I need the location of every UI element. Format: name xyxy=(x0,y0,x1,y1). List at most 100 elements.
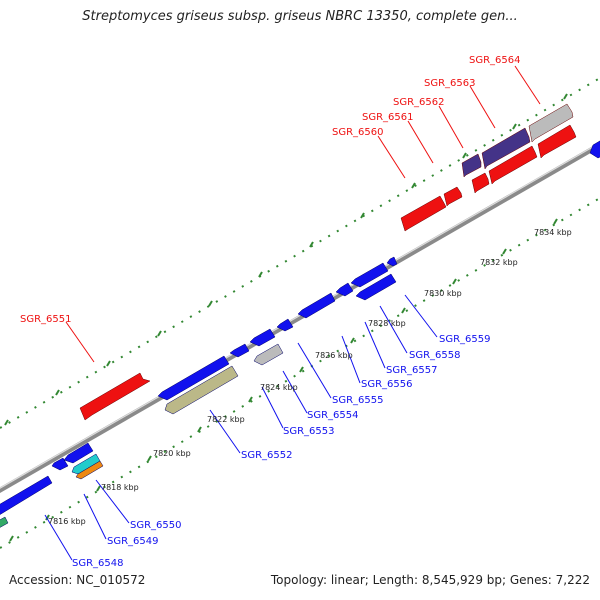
gene-sgr-6564-gray[interactable] xyxy=(528,103,574,143)
leader-sgr-6553 xyxy=(261,386,284,429)
accession-text: Accession: NC_010572 xyxy=(9,573,146,587)
tick-label-7816: 7816 kbp xyxy=(48,517,86,526)
label-sgr-6556[interactable]: SGR_6556 xyxy=(361,379,413,390)
gene-left-blue-3[interactable] xyxy=(63,442,94,464)
gene-sgr-6558[interactable] xyxy=(350,262,389,288)
tick-mark xyxy=(197,426,202,433)
label-sgr-6560[interactable]: SGR_6560 xyxy=(332,127,384,138)
tick-label-7826: 7826 kbp xyxy=(315,351,353,360)
label-sgr-6552[interactable]: SGR_6552 xyxy=(241,450,293,461)
gene-sgr-6552[interactable] xyxy=(157,355,230,401)
tick-label-7830: 7830 kbp xyxy=(424,289,462,298)
tick-mark xyxy=(452,278,457,285)
topology-stats-text: Topology: linear; Length: 8,545,929 bp; … xyxy=(270,573,590,587)
leader-sgr-6550 xyxy=(95,479,130,524)
gene-sgr-6560[interactable] xyxy=(400,195,447,232)
tick-mark xyxy=(462,152,467,159)
leader-sgr-6559 xyxy=(404,294,438,338)
label-sgr-6561[interactable]: SGR_6561 xyxy=(362,112,414,123)
tick-mark xyxy=(502,248,507,255)
outer-scale-line xyxy=(0,77,600,429)
label-sgr-6558[interactable]: SGR_6558 xyxy=(409,350,461,361)
leader-sgr-6548 xyxy=(44,514,73,561)
label-sgr-6564[interactable]: SGR_6564 xyxy=(469,55,521,66)
gene-sgr-6562[interactable] xyxy=(471,172,490,194)
leader-sgr-6554 xyxy=(282,370,308,414)
tick-mark xyxy=(55,389,60,396)
label-sgr-6554[interactable]: SGR_6554 xyxy=(307,410,359,421)
label-sgr-6557[interactable]: SGR_6557 xyxy=(386,365,438,376)
tick-label-7818: 7818 kbp xyxy=(101,483,139,492)
gene-sgr-6549-orange[interactable] xyxy=(75,460,104,480)
tick-label-7828: 7828 kbp xyxy=(368,319,406,328)
tick-mark xyxy=(563,93,568,100)
tick-mark xyxy=(309,241,314,248)
label-sgr-6551[interactable]: SGR_6551 xyxy=(20,314,72,325)
gene-sgr-6553[interactable] xyxy=(229,343,250,358)
label-sgr-6559[interactable]: SGR_6559 xyxy=(439,334,491,345)
gene-sgr-6563-red[interactable] xyxy=(488,145,538,185)
leader-sgr-6561 xyxy=(407,120,434,164)
tick-mark xyxy=(147,455,152,462)
reverse-genes xyxy=(0,135,600,528)
forward-gene-labels: SGR_6564 SGR_6563 SGR_6562 SGR_6561 SGR_… xyxy=(20,55,521,325)
leader-sgr-6551 xyxy=(65,321,95,363)
tick-mark xyxy=(208,300,213,307)
label-sgr-6562[interactable]: SGR_6562 xyxy=(393,97,445,108)
tick-mark xyxy=(401,307,406,314)
leader-sgr-6558 xyxy=(379,305,408,354)
tick-mark xyxy=(350,337,355,344)
gene-sgr-6564-red[interactable] xyxy=(537,124,577,159)
gene-left-blue-2[interactable] xyxy=(51,457,69,471)
leader-sgr-6556 xyxy=(341,335,361,384)
gene-sgr-6557[interactable] xyxy=(335,282,354,297)
tick-mark xyxy=(45,514,50,521)
gene-sgr-6555[interactable] xyxy=(276,318,294,332)
gene-sgr-6556[interactable] xyxy=(297,292,336,319)
reverse-gene-labels: SGR_6559 SGR_6558 SGR_6557 SGR_6556 SGR_… xyxy=(72,334,491,569)
tick-label-7820: 7820 kbp xyxy=(153,449,191,458)
leader-sgr-6552 xyxy=(209,409,241,454)
label-sgr-6548[interactable]: SGR_6548 xyxy=(72,558,124,569)
gene-sgr-6563-navy[interactable] xyxy=(481,127,531,170)
inner-scale-line xyxy=(0,197,600,549)
label-sgr-6563[interactable]: SGR_6563 xyxy=(424,78,476,89)
gene-sgr-6559-b[interactable] xyxy=(355,273,397,301)
tick-labels: 7816 kbp 7818 kbp 7820 kbp 7822 kbp 7824… xyxy=(48,228,572,526)
tick-label-7824: 7824 kbp xyxy=(260,383,298,392)
label-sgr-6550[interactable]: SGR_6550 xyxy=(130,520,182,531)
tick-mark xyxy=(106,360,111,367)
gene-right-blue[interactable] xyxy=(589,135,600,159)
map-title: Streptomyces griseus subsp. griseus NBRC… xyxy=(82,9,518,24)
tick-mark xyxy=(9,535,14,542)
leader-sgr-6563 xyxy=(469,85,496,129)
label-sgr-6555[interactable]: SGR_6555 xyxy=(332,395,384,406)
gene-sgr-6559[interactable] xyxy=(386,256,398,267)
leader-sgr-6555 xyxy=(297,342,332,399)
tick-mark xyxy=(157,330,162,337)
gene-sgr-6553-gray[interactable] xyxy=(253,343,284,366)
tick-mark xyxy=(512,123,517,130)
tick-mark xyxy=(299,366,304,373)
gene-sgr-6552-olive[interactable] xyxy=(164,365,239,415)
leader-sgr-6562 xyxy=(438,105,464,149)
tick-mark xyxy=(258,271,263,278)
leader-sgr-6564 xyxy=(514,65,541,105)
gene-sgr-6561[interactable] xyxy=(443,186,463,207)
tick-label-7834: 7834 kbp xyxy=(534,228,572,237)
tick-mark xyxy=(553,218,558,225)
tick-label-7822: 7822 kbp xyxy=(207,415,245,424)
gene-left-blue-1[interactable] xyxy=(0,475,53,520)
tick-mark xyxy=(360,212,365,219)
gene-left-green[interactable] xyxy=(0,516,9,528)
gene-sgr-6560-navy[interactable] xyxy=(461,153,482,178)
major-ticks xyxy=(4,93,568,542)
tick-mark xyxy=(411,182,416,189)
tick-label-7832: 7832 kbp xyxy=(480,258,518,267)
gene-sgr-6551[interactable] xyxy=(79,372,151,421)
gene-sgr-6554[interactable] xyxy=(249,328,276,347)
leader-sgr-6557 xyxy=(364,321,386,369)
label-sgr-6553[interactable]: SGR_6553 xyxy=(283,426,335,437)
label-sgr-6549[interactable]: SGR_6549 xyxy=(107,536,159,547)
